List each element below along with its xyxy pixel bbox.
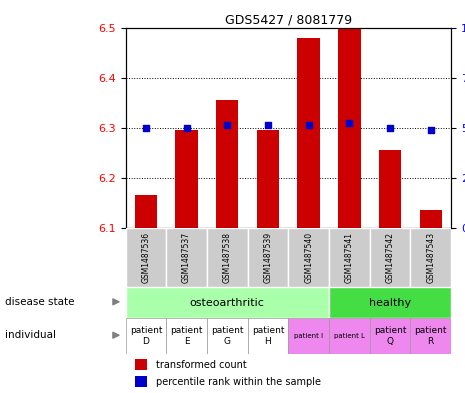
Text: healthy: healthy xyxy=(369,298,411,308)
Bar xyxy=(207,228,248,287)
Text: patient
R: patient R xyxy=(414,326,447,346)
Text: GSM1487539: GSM1487539 xyxy=(264,232,272,283)
Text: patient
H: patient H xyxy=(252,326,284,346)
Text: transformed count: transformed count xyxy=(156,360,247,370)
Point xyxy=(264,122,272,129)
Bar xyxy=(135,376,147,387)
Bar xyxy=(216,100,239,228)
Bar xyxy=(329,318,370,354)
Bar xyxy=(166,228,207,287)
Bar xyxy=(126,287,329,318)
Text: GSM1487542: GSM1487542 xyxy=(385,232,394,283)
Bar xyxy=(288,228,329,287)
Text: patient
D: patient D xyxy=(130,326,162,346)
Point xyxy=(183,125,190,131)
Text: disease state: disease state xyxy=(5,297,74,307)
Point xyxy=(386,125,394,131)
Bar xyxy=(329,228,370,287)
Text: patient I: patient I xyxy=(294,333,323,339)
Bar xyxy=(370,318,410,354)
Bar xyxy=(257,130,279,228)
Text: percentile rank within the sample: percentile rank within the sample xyxy=(156,376,321,387)
Bar xyxy=(288,318,329,354)
Point xyxy=(427,127,434,133)
Bar xyxy=(248,318,288,354)
Bar xyxy=(207,318,248,354)
Text: individual: individual xyxy=(5,330,56,340)
Bar xyxy=(166,318,207,354)
Bar xyxy=(410,228,451,287)
Bar xyxy=(419,210,442,228)
Bar xyxy=(248,228,288,287)
Point xyxy=(305,122,312,129)
Bar xyxy=(126,228,166,287)
Text: GSM1487543: GSM1487543 xyxy=(426,232,435,283)
Text: GSM1487538: GSM1487538 xyxy=(223,232,232,283)
Text: patient L: patient L xyxy=(334,333,365,339)
Bar xyxy=(370,228,410,287)
Bar xyxy=(298,37,320,228)
Bar xyxy=(126,318,166,354)
Point xyxy=(345,119,353,126)
Text: patient
Q: patient Q xyxy=(374,326,406,346)
Bar xyxy=(329,287,451,318)
Text: GSM1487536: GSM1487536 xyxy=(141,232,150,283)
Point xyxy=(224,122,231,129)
Text: GSM1487540: GSM1487540 xyxy=(304,232,313,283)
Point xyxy=(142,125,150,131)
Text: patient
E: patient E xyxy=(170,326,203,346)
Text: osteoarthritic: osteoarthritic xyxy=(190,298,265,308)
Bar xyxy=(135,359,147,370)
Bar xyxy=(175,130,198,228)
Bar xyxy=(379,150,401,228)
Bar xyxy=(135,195,157,228)
Bar xyxy=(410,318,451,354)
Title: GDS5427 / 8081779: GDS5427 / 8081779 xyxy=(225,13,352,26)
Text: patient
G: patient G xyxy=(211,326,244,346)
Text: GSM1487541: GSM1487541 xyxy=(345,232,354,283)
Bar xyxy=(338,28,360,228)
Text: GSM1487537: GSM1487537 xyxy=(182,232,191,283)
